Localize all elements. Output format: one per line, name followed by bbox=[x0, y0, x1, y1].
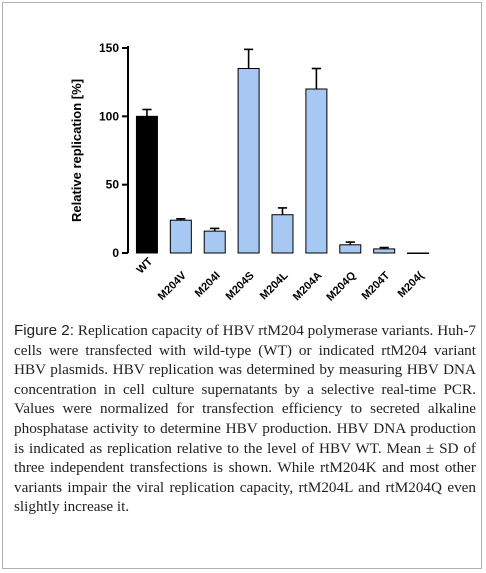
y-tick-label: 0 bbox=[112, 246, 119, 260]
figure-label: Figure 2: bbox=[14, 322, 74, 339]
x-tick-label: M204L bbox=[258, 269, 291, 302]
x-tick-label: WT bbox=[134, 255, 155, 276]
y-axis-label: Relative replication [%] bbox=[69, 79, 84, 222]
x-tick-label: M204Q bbox=[324, 269, 358, 303]
bar bbox=[203, 230, 226, 254]
bar bbox=[135, 115, 158, 254]
bar bbox=[407, 252, 430, 254]
plot-area: 0 50 100 150 Relative replication [%] WTM204V… bbox=[69, 41, 430, 304]
bar bbox=[237, 68, 260, 254]
x-tick-label: M204( bbox=[396, 269, 427, 300]
x-tick-label: M204A bbox=[291, 270, 325, 304]
bar bbox=[373, 248, 396, 254]
bar bbox=[339, 244, 362, 254]
figure-panel: 0 50 100 150 Relative replication [%] WT M204V… bbox=[2, 2, 482, 569]
bar-chart: 0 50 100 150 Relative replication [%] WTM204V… bbox=[69, 41, 430, 304]
x-tick-label: M204S bbox=[224, 270, 257, 303]
y-tick-label: 50 bbox=[106, 178, 120, 192]
bar bbox=[169, 219, 192, 254]
x-tick-label: M204T bbox=[360, 269, 393, 302]
y-tick-label: 150 bbox=[99, 41, 119, 55]
bar bbox=[305, 88, 328, 254]
bar bbox=[271, 214, 294, 254]
x-tick-label: M204I bbox=[193, 270, 223, 300]
caption-text: Replication capacity of HBV rtM204 polym… bbox=[14, 322, 477, 516]
figure-caption: Figure 2: Replication capacity of HBV rt… bbox=[14, 321, 476, 517]
x-tick-label: M204V bbox=[156, 269, 190, 303]
y-tick-label: 100 bbox=[99, 109, 119, 123]
